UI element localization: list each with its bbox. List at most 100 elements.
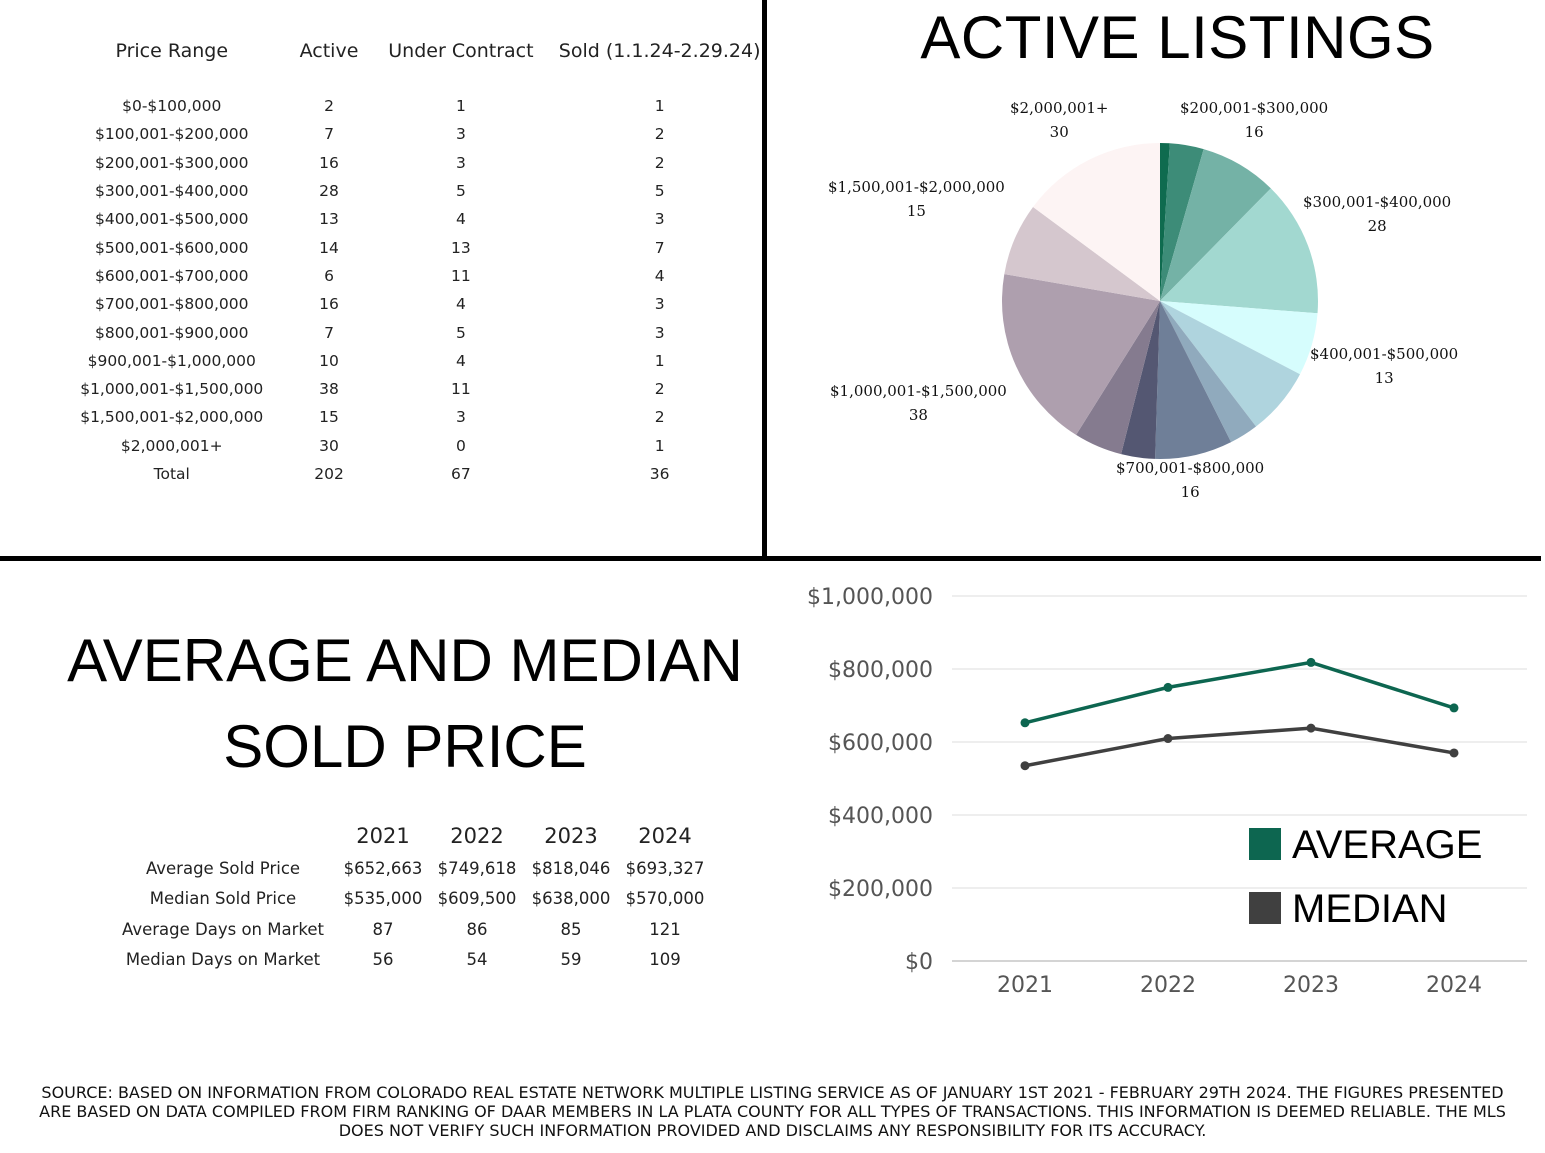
table-cell: 2 [654,153,665,172]
table-cell: 3 [654,295,665,314]
legend-label: AVERAGE [1292,823,1482,867]
table-cell: $1,500,001-$2,000,000 [80,408,264,427]
table-row: $100,001-$200,000 7 3 2 [50,120,762,148]
pie-label-value: 15 [906,202,926,220]
source-disclaimer: SOURCE: BASED ON INFORMATION FROM COLORA… [39,1083,1506,1140]
series-point [1449,748,1459,758]
table-cell: 36 [649,465,670,483]
price-range-table: Price Range Active Under Contract Sold (… [50,40,762,488]
pie-label-value: 16 [1180,483,1200,501]
table-cell: 4 [455,351,466,370]
series-point [1163,682,1173,692]
stats-header-blank [110,824,336,853]
table-cell: 28 [319,182,339,201]
table-cell: $700,001-$800,000 [95,295,249,314]
price-table-header-row: Price Range Active Under Contract Sold (… [50,40,762,92]
table-cell: $800,001-$900,000 [95,323,249,342]
y-tick-label: $400,000 [828,804,933,829]
pie-label-200001-300000: $200,001-$300,000 16 [1180,96,1328,144]
table-cell: 3 [654,323,665,342]
stats-row-label: Median Sold Price [149,889,297,909]
pie-label-value: 13 [1374,369,1394,387]
header-under-contract: Under Contract [388,40,534,62]
table-cell: 1 [455,97,466,116]
table-cell: 3 [455,408,466,427]
table-cell: $500,001-$600,000 [95,238,249,257]
table-cell: 30 [319,436,339,455]
pie-slice [1160,301,1257,443]
pie-slice [1121,301,1160,459]
table-row: $700,001-$800,000 16 4 3 [50,290,762,318]
pie-label-value: 38 [908,406,928,424]
series-point [1306,723,1316,733]
stats-row-label: Median Days on Market [125,950,321,970]
active-listings-pie-chart [1002,143,1318,459]
table-cell: 1 [654,351,665,370]
horizontal-divider [0,556,1541,561]
table-cell: 2 [324,97,334,116]
legend-swatch [1249,828,1281,860]
pie-label-value: 30 [1049,123,1069,141]
stats-cell: 121 [649,919,681,939]
stats-cell: 56 [372,950,394,970]
table-cell: 2 [654,380,665,399]
pie-label-1500001-2000000: $1,500,001-$2,000,000 15 [828,175,1005,223]
series-point [1449,703,1459,713]
table-cell: $2,000,001+ [120,436,223,455]
stats-header-2023: 2023 [544,824,598,848]
pie-label-name: $200,001-$300,000 [1180,99,1329,117]
table-row: $0-$100,000 2 1 1 [50,92,762,120]
pie-chart-title: ACTIVE LISTINGS [920,4,1435,71]
stats-cell: 54 [466,950,488,970]
table-cell: 16 [319,295,339,314]
table-cell: 5 [455,182,466,201]
price-table-body: $0-$100,000 2 1 1 $100,001-$200,000 7 3 2 $200,0… [50,92,762,488]
table-cell: $0-$100,000 [122,97,222,116]
stats-row: Average Days on Market 87 86 85 121 [110,914,712,945]
table-cell: 7 [324,125,334,144]
stats-cell: $570,000 [625,889,705,909]
table-cell: Total [153,465,190,483]
table-cell: 4 [455,295,466,314]
legend-swatch [1249,892,1281,924]
y-tick-label: $200,000 [828,877,933,902]
series-line [1024,660,1455,725]
table-cell: 10 [319,351,339,370]
stats-cell: $693,327 [625,858,705,878]
stats-cell: 59 [560,950,582,970]
pie-slice [1160,301,1300,427]
table-cell: 5 [654,182,665,201]
table-cell: 3 [455,125,466,144]
pie-label-1000001-1500000: $1,000,001-$1,500,000 38 [830,379,1007,427]
stats-cell: 109 [649,950,681,970]
stats-cell: $749,618 [437,858,517,878]
table-cell: $1,000,001-$1,500,000 [80,380,264,399]
table-cell: 4 [654,266,665,285]
pie-label-2000001-plus: $2,000,001+ 30 [1010,96,1108,144]
stats-row: Average Sold Price $652,663 $749,618 $818,0… [110,853,712,884]
pie-label-name: $300,001-$400,000 [1303,193,1452,211]
table-cell: 16 [319,153,339,172]
table-row: $200,001-$300,000 16 3 2 [50,149,762,177]
pie-slice [1160,143,1204,301]
table-row: $300,001-$400,000 28 5 5 [50,177,762,205]
stats-row: Median Days on Market 56 54 59 109 [110,945,712,976]
table-cell: 7 [324,323,334,342]
pie-label-300001-400000: $300,001-$400,000 28 [1303,190,1451,238]
pie-label-value: 28 [1367,217,1387,235]
table-cell: 15 [319,408,339,427]
table-row: $600,001-$700,000 6 11 4 [50,262,762,290]
stats-header-2021: 2021 [356,824,410,848]
stats-row-label: Average Sold Price [145,858,301,878]
pie-label-400001-500000: $400,001-$500,000 13 [1310,342,1458,390]
section-title-line-2: SOLD PRICE [223,713,587,780]
table-cell: 67 [451,465,471,483]
pie-label-name: $400,001-$500,000 [1310,345,1459,363]
table-row: $400,001-$500,000 13 4 3 [50,205,762,233]
stats-row-label: Average Days on Market [122,919,324,939]
table-cell: 7 [654,238,665,257]
stats-cell: 87 [372,919,394,939]
table-cell: 6 [324,266,334,285]
section-title-line-1: AVERAGE AND MEDIAN [67,627,743,694]
table-cell: 1 [654,436,665,455]
